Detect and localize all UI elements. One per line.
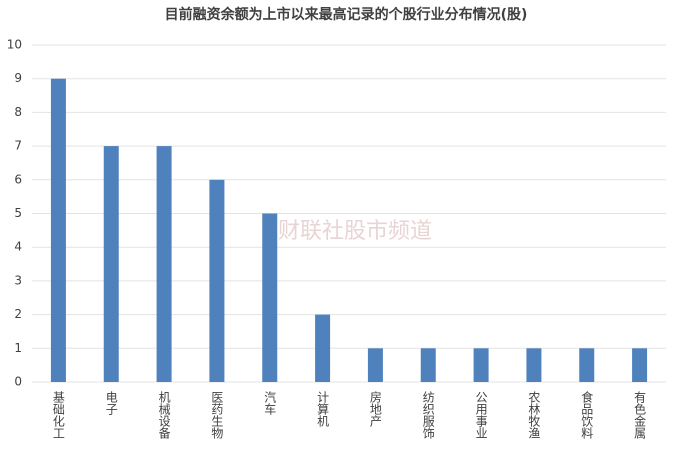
y-tick-label: 6: [14, 172, 22, 186]
x-tick-label: 医药生物: [210, 391, 224, 439]
chart-title: 目前融资余额为上市以来最高记录的个股行业分布情况(股): [165, 6, 528, 23]
x-tick-label: 房地产: [368, 390, 382, 428]
y-tick-label: 2: [14, 307, 22, 321]
y-tick-label: 3: [14, 273, 22, 287]
x-tick-label: 公用事业: [474, 391, 488, 439]
bar: [632, 348, 648, 382]
bar: [315, 314, 331, 382]
watermark: 财联社股市频道: [278, 219, 432, 244]
y-tick-label: 1: [14, 341, 22, 355]
x-tick-label: 食品饮料: [580, 390, 594, 439]
x-tick-label: 纺织服饰: [421, 391, 435, 439]
bar: [526, 348, 542, 382]
bar: [209, 179, 225, 382]
bar: [50, 78, 66, 382]
y-tick-label: 4: [14, 240, 22, 254]
bar: [103, 146, 119, 382]
x-tick-label: 电子: [104, 391, 118, 415]
x-tick-label: 机械设备: [157, 391, 171, 440]
bar: [473, 348, 489, 382]
y-tick-label: 5: [14, 206, 22, 220]
bar: [420, 348, 436, 382]
y-tick-label: 7: [14, 139, 22, 153]
x-tick-label: 基础化工: [51, 391, 65, 439]
y-tick-label: 8: [14, 105, 22, 119]
y-tick-label: 0: [14, 375, 22, 389]
x-tick-label: 农林牧渔: [527, 391, 541, 439]
bar: [156, 146, 172, 382]
y-tick-label: 9: [14, 71, 22, 85]
bar: [262, 213, 278, 382]
x-tick-label: 汽车: [263, 390, 277, 416]
x-tick-label: 有色金属: [633, 391, 647, 440]
bar: [579, 348, 595, 382]
y-tick-label: 10: [7, 38, 22, 52]
x-tick-label: 计算机: [316, 391, 330, 427]
bar: [367, 348, 383, 382]
